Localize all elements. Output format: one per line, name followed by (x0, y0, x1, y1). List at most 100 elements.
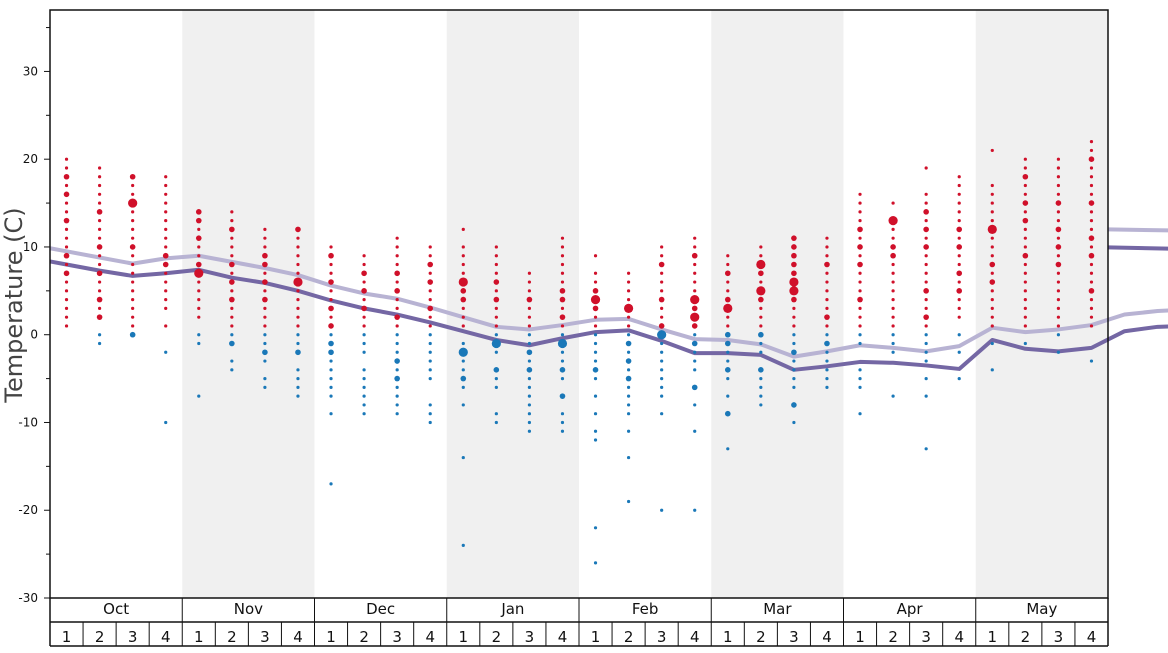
observation-point-cold (557, 338, 568, 349)
observation-point-cold (625, 340, 632, 347)
observation-point-cold (428, 368, 432, 372)
observation-point-warm (527, 324, 532, 328)
observation-point-warm (162, 261, 169, 268)
observation-point-cold (792, 420, 796, 425)
observation-point-warm (825, 306, 829, 310)
observation-point-warm (494, 262, 498, 267)
observation-point-warm (1089, 306, 1094, 310)
observation-point-warm (693, 289, 697, 293)
observation-point-warm (262, 296, 268, 303)
observation-point-warm (494, 315, 498, 319)
observation-point-cold (164, 350, 168, 354)
observation-point-cold (626, 368, 631, 372)
observation-point-warm (197, 245, 201, 249)
observation-point-warm (858, 271, 862, 275)
observation-point-warm (857, 296, 863, 303)
observation-point-warm (693, 245, 697, 249)
observation-point-cold (428, 420, 432, 425)
observation-point-cold (494, 420, 498, 425)
observation-point-cold (296, 376, 300, 381)
observation-point-cold (792, 359, 796, 363)
observation-point-warm (131, 315, 135, 319)
month-label: Oct (103, 600, 129, 618)
observation-point-cold (1056, 333, 1061, 337)
observation-point-warm (164, 280, 168, 284)
observation-point-warm (1056, 157, 1061, 161)
observation-point-warm (1089, 262, 1094, 267)
observation-point-cold (560, 359, 565, 363)
observation-point-warm (494, 254, 498, 258)
observation-point-warm (164, 227, 168, 232)
month-label: May (1026, 600, 1057, 618)
observation-point-warm (64, 289, 69, 293)
observation-point-warm (229, 261, 235, 268)
observation-point-warm (395, 280, 399, 284)
observation-point-cold (759, 350, 763, 354)
week-label: 2 (227, 628, 237, 646)
observation-point-warm (460, 296, 467, 303)
observation-point-warm (1089, 280, 1094, 284)
observation-point-cold (924, 394, 928, 398)
observation-point-warm (361, 288, 367, 294)
observation-point-warm (164, 289, 168, 293)
observation-point-cold (329, 412, 333, 416)
observation-point-warm (990, 236, 994, 240)
observation-point-cold (626, 385, 631, 389)
observation-point-warm (891, 289, 895, 293)
observation-point-warm (329, 315, 333, 319)
observation-point-warm (1023, 280, 1027, 284)
observation-point-warm (96, 244, 103, 250)
observation-point-warm (924, 262, 928, 267)
observation-point-warm (658, 296, 665, 303)
observation-point-cold (494, 412, 498, 416)
observation-point-cold (395, 333, 399, 337)
observation-point-cold (97, 341, 102, 346)
observation-point-warm (690, 312, 700, 322)
observation-point-warm (296, 245, 300, 249)
observation-point-warm (164, 236, 168, 240)
observation-point-cold (693, 333, 697, 337)
observation-point-cold (494, 333, 498, 337)
observation-point-cold (858, 385, 862, 389)
observation-point-warm (263, 271, 267, 275)
observation-point-warm (1056, 280, 1061, 284)
observation-point-warm (1056, 166, 1061, 170)
observation-point-warm (957, 306, 961, 310)
observation-point-warm (97, 183, 102, 188)
observation-point-cold (626, 394, 631, 398)
observation-point-warm (63, 270, 70, 277)
observation-point-cold (1023, 341, 1027, 346)
observation-point-warm (494, 324, 498, 328)
observation-point-warm (693, 271, 697, 275)
observation-point-warm (1022, 173, 1029, 180)
observation-point-warm (791, 235, 797, 241)
observation-point-warm (1056, 219, 1061, 223)
observation-point-warm (395, 298, 399, 302)
observation-point-cold (527, 385, 532, 389)
observation-point-warm (891, 271, 895, 275)
observation-point-cold (824, 340, 830, 347)
observation-point-cold (593, 350, 598, 354)
observation-point-warm (263, 236, 267, 240)
observation-point-cold (726, 394, 730, 398)
observation-point-warm (724, 270, 731, 277)
observation-point-warm (229, 226, 235, 233)
observation-point-cold (726, 447, 730, 451)
observation-point-warm (131, 289, 135, 293)
observation-point-warm (97, 236, 102, 240)
observation-point-warm (825, 254, 829, 258)
observation-point-warm (560, 324, 565, 328)
observation-point-warm (361, 305, 367, 312)
observation-point-warm (64, 306, 69, 310)
observation-point-warm (857, 261, 863, 268)
observation-point-cold (660, 368, 664, 372)
observation-point-cold (460, 375, 467, 382)
observation-point-warm (825, 289, 829, 293)
observation-point-warm (129, 244, 136, 250)
observation-point-warm (293, 277, 303, 287)
observation-point-cold (759, 341, 763, 346)
observation-point-warm (1056, 324, 1061, 328)
observation-point-cold (891, 333, 895, 337)
observation-point-warm (1056, 315, 1061, 319)
